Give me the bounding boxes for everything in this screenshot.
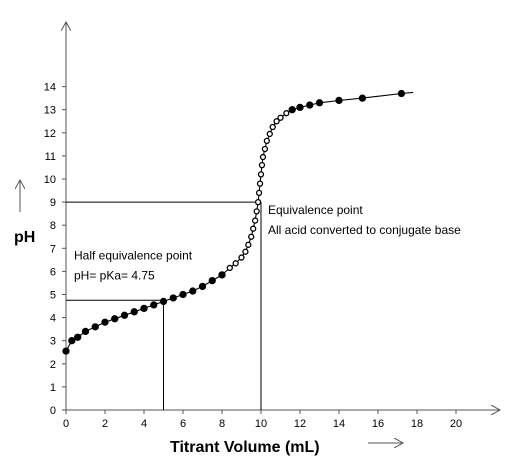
x-tick-label: 0	[63, 418, 69, 430]
data-point	[258, 161, 266, 169]
x-tick-label: 12	[294, 418, 306, 430]
x-tick-label: 18	[411, 418, 423, 430]
data-point	[296, 103, 304, 112]
data-point	[198, 282, 207, 291]
data-point	[232, 260, 239, 267]
y-tick-label: 9	[50, 197, 56, 209]
y-tick-label: 12	[44, 128, 56, 140]
y-tick-label: 3	[50, 336, 56, 348]
equivalence-point-label: All acid converted to conjugate base	[268, 223, 461, 237]
data-point	[238, 254, 245, 261]
y-tick-label: 7	[50, 243, 56, 255]
data-point	[169, 294, 177, 302]
data-point	[179, 290, 187, 299]
data-point	[261, 145, 269, 153]
data-point	[74, 333, 82, 341]
x-tick-label: 20	[450, 418, 462, 430]
data-point	[283, 110, 290, 117]
data-point	[248, 233, 255, 240]
data-point	[130, 308, 138, 316]
data-point	[242, 248, 249, 255]
data-point	[150, 301, 158, 309]
data-point	[251, 217, 259, 224]
data-point	[257, 171, 265, 178]
y-tick-label: 11	[45, 151, 56, 163]
data-point	[91, 323, 99, 331]
data-point	[288, 106, 296, 114]
data-point	[81, 327, 90, 336]
data-point	[259, 153, 267, 161]
data-point	[140, 304, 148, 313]
half-equivalence-label: pH= pKa= 4.75	[74, 268, 155, 282]
x-tick-label: 10	[255, 418, 267, 430]
x-tick-label: 6	[180, 418, 186, 430]
data-point	[397, 89, 406, 98]
y-tick-label: 5	[50, 290, 56, 302]
data-point	[245, 241, 252, 248]
data-point	[277, 114, 284, 121]
y-tick-label: 8	[50, 220, 56, 232]
data-point	[256, 180, 264, 187]
data-point	[263, 137, 271, 145]
y-tick-label: 0	[50, 405, 56, 417]
data-point	[189, 287, 197, 295]
half-equivalence-label: Half equivalence point	[74, 248, 193, 262]
y-tick-label: 13	[44, 105, 56, 117]
y-tick-label: 10	[44, 174, 56, 186]
data-point	[315, 99, 324, 107]
data-point	[250, 225, 257, 232]
x-tick-label: 16	[372, 418, 384, 430]
data-point	[208, 276, 216, 285]
x-tick-label: 14	[333, 418, 345, 430]
data-point	[254, 198, 262, 206]
equivalence-point-label: Equivalence point	[268, 203, 363, 217]
data-point	[255, 189, 263, 197]
y-tick-label: 1	[50, 382, 56, 394]
data-point	[273, 118, 280, 125]
data-point	[306, 101, 314, 109]
x-tick-label: 4	[141, 418, 147, 430]
data-point	[269, 123, 276, 131]
y-tick-label: 2	[50, 359, 56, 371]
data-point	[218, 271, 226, 279]
data-point	[159, 297, 168, 306]
y-tick-label: 6	[50, 266, 56, 278]
data-point	[335, 96, 343, 105]
data-point	[120, 311, 129, 319]
data-point	[68, 337, 76, 345]
x-axis-label: Titrant Volume (mL)	[170, 439, 320, 456]
data-point	[253, 208, 260, 215]
x-tick-label: 2	[102, 418, 108, 430]
data-point	[62, 347, 70, 355]
data-point	[111, 315, 119, 323]
data-point	[266, 130, 273, 138]
y-axis-label: pH	[14, 229, 35, 246]
y-tick-label: 4	[50, 313, 56, 325]
data-point	[101, 318, 109, 326]
data-point	[226, 264, 233, 272]
y-tick-label: 14	[44, 82, 56, 94]
data-point	[358, 94, 367, 102]
titration-curve	[65, 91, 414, 352]
x-tick-label: 8	[219, 418, 225, 430]
